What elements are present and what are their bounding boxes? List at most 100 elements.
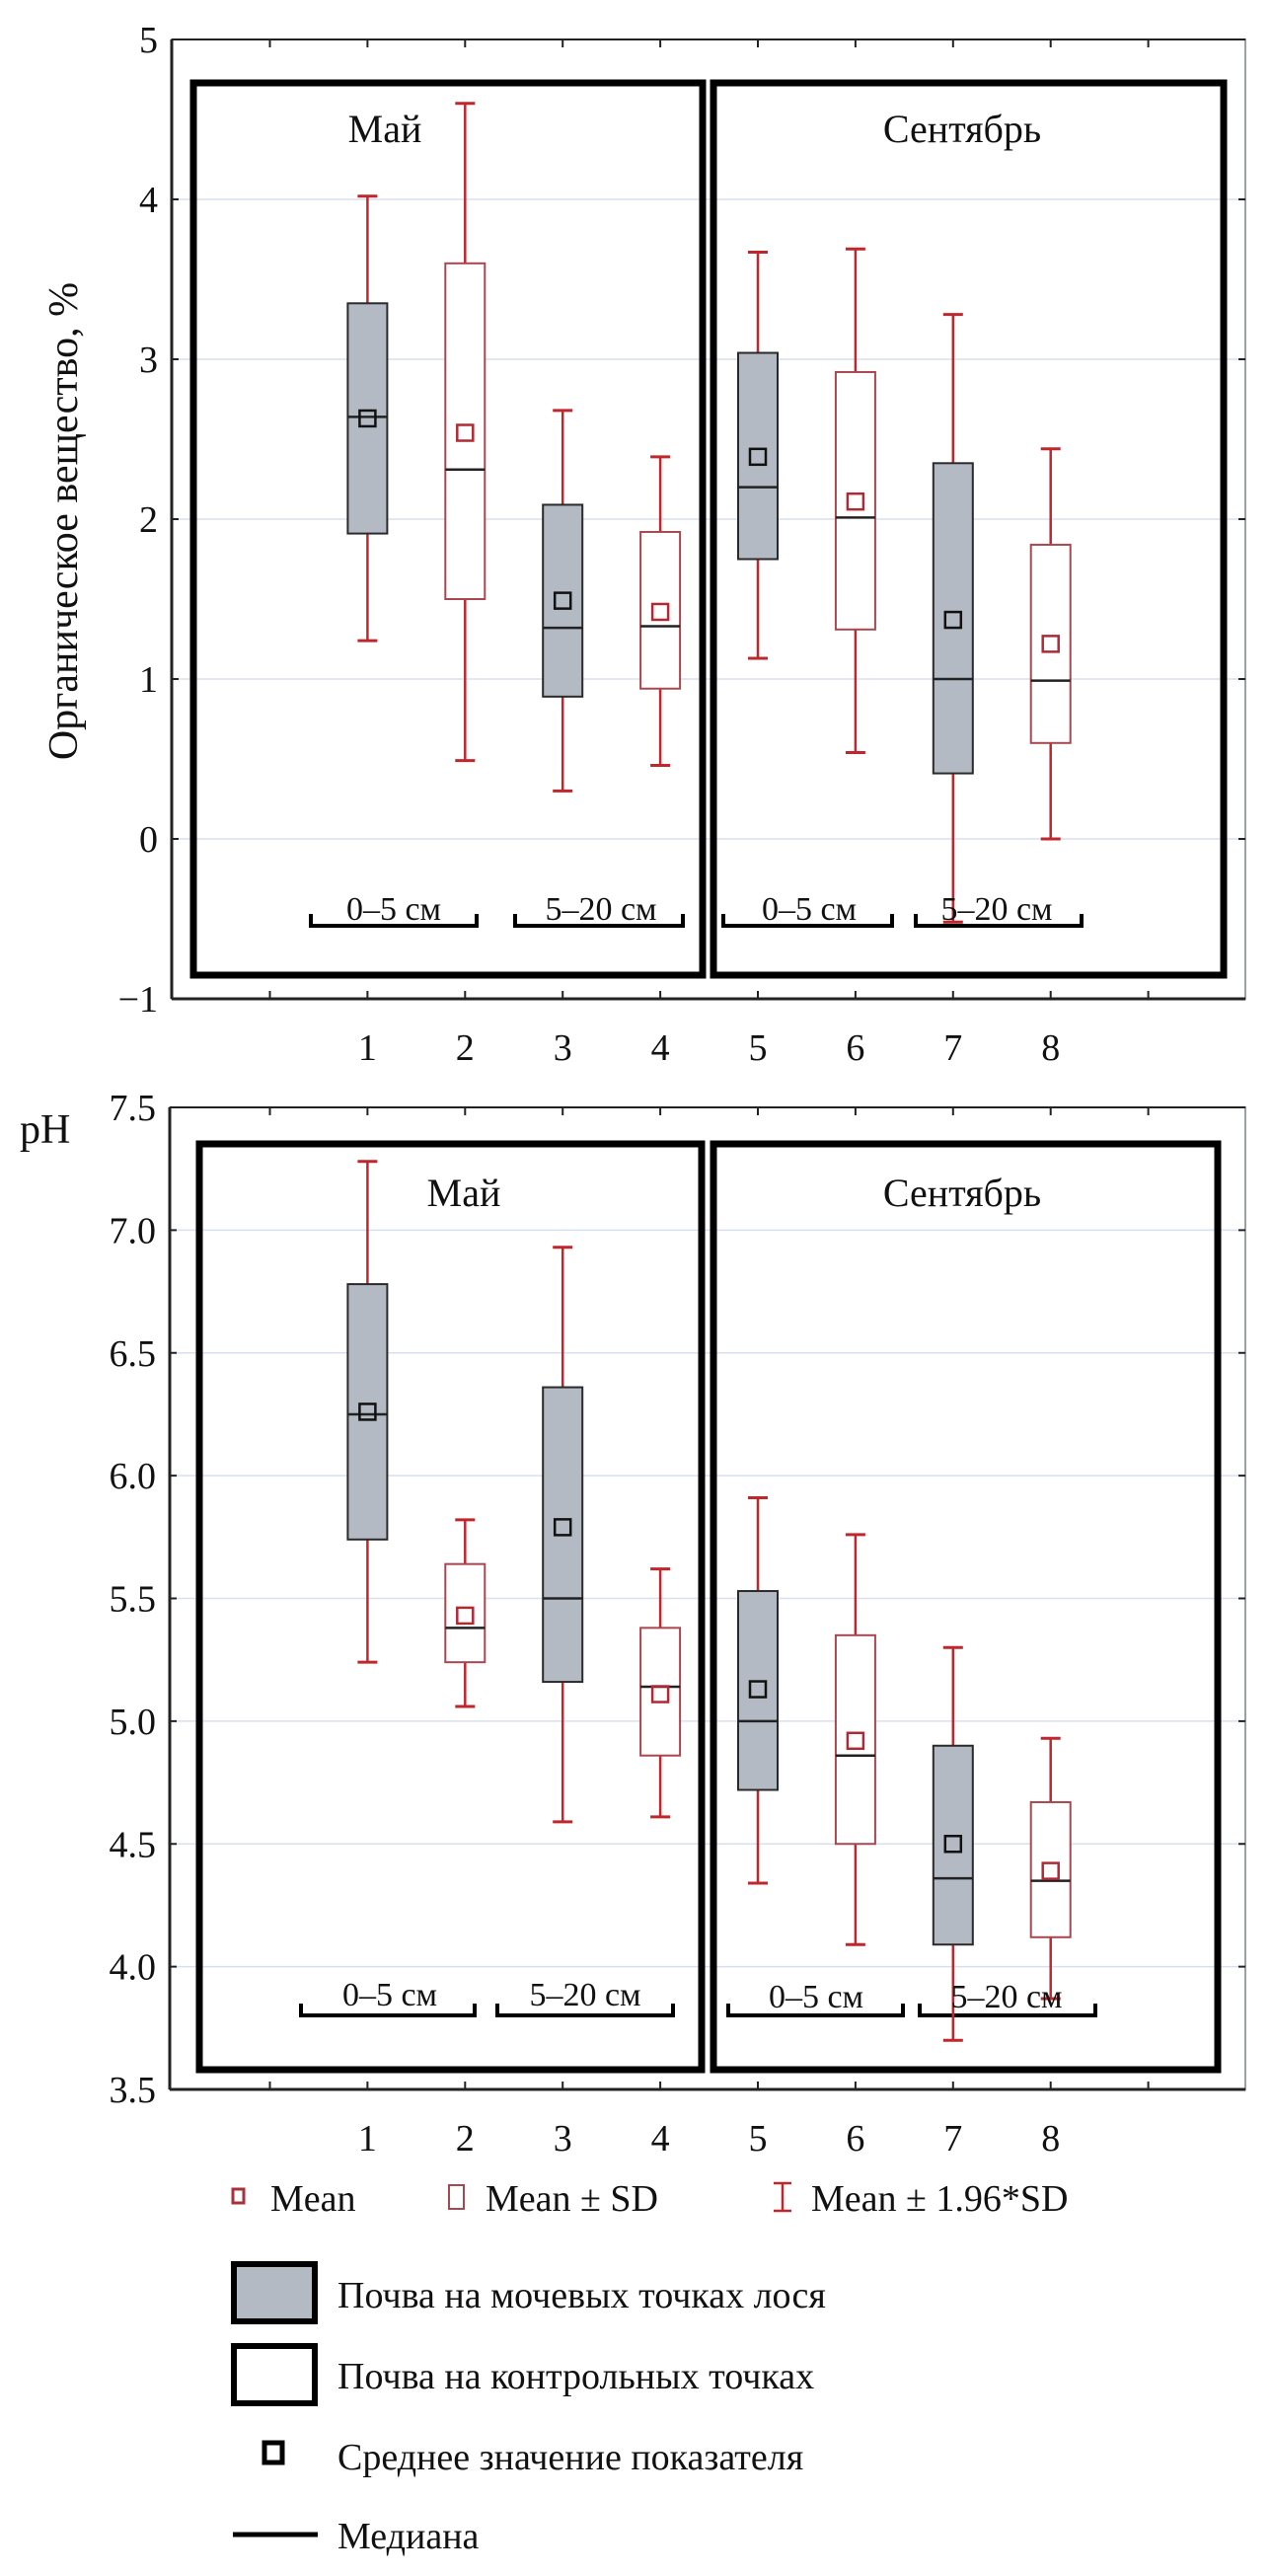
box-plot-3 — [542, 1246, 584, 1824]
y-tick-label: 1 — [139, 659, 158, 701]
filled-box-icon — [231, 2261, 318, 2324]
y-tick-label: 7.0 — [110, 1210, 157, 1251]
sd-box — [444, 262, 486, 600]
x-tick-label: 2 — [456, 2118, 475, 2159]
box-plot-1 — [346, 194, 389, 643]
depth-bracket — [513, 914, 685, 928]
group-title-september: Сентябрь — [883, 107, 1041, 151]
legend: Mean Mean ± SD Mean ± 1.96*SD Почва на м… — [231, 2178, 1068, 2557]
depth-label: 0–5 см — [346, 891, 441, 928]
mean-marker — [943, 610, 963, 630]
box-plot-5 — [737, 250, 779, 660]
group-frame-may — [189, 79, 707, 979]
depth-bracket — [914, 914, 1084, 928]
mean-marker — [748, 1680, 768, 1699]
x-tick-label: 5 — [749, 1027, 768, 1069]
x-tick-label: 3 — [554, 2118, 572, 2159]
depth-label: 5–20 см — [545, 891, 656, 928]
legend-label: Почва на мочевых точках лося — [337, 2275, 826, 2316]
legend-label: Mean ± SD — [486, 2178, 658, 2220]
mean-marker-icon — [262, 2440, 285, 2465]
box-plot-2 — [444, 1518, 486, 1708]
x-tick-label: 8 — [1041, 2118, 1060, 2159]
sd-box — [834, 370, 876, 631]
mean-marker — [553, 1518, 572, 1537]
depth-bracket — [918, 2004, 1097, 2017]
sd-box — [737, 1590, 779, 1791]
box-plot-6 — [834, 247, 876, 755]
y-tick-label: 4.0 — [110, 1947, 157, 1989]
legend-label: Mean — [270, 2178, 356, 2220]
box-plot-7 — [932, 313, 974, 924]
mean-marker — [650, 1685, 670, 1704]
legend-label: Среднее значение показателя — [337, 2437, 803, 2478]
legend-stat-sd: Mean ± SD — [448, 2178, 658, 2220]
legend-label: Mean ± 1.96*SD — [811, 2178, 1068, 2220]
x-tick-label: 4 — [651, 2118, 670, 2159]
x-tick-label: 5 — [749, 2118, 768, 2159]
depth-bracket — [721, 914, 894, 928]
sd-box-icon — [448, 2184, 465, 2210]
box-plot-1 — [346, 1160, 389, 1664]
y-tick-label: 5 — [139, 20, 158, 61]
sd-box — [834, 1633, 876, 1846]
mean-marker — [553, 591, 572, 610]
mean-marker — [456, 423, 475, 442]
depth-label: 5–20 см — [950, 1979, 1062, 2015]
mean-marker — [650, 602, 670, 622]
sd-box — [932, 462, 974, 775]
mean-square-icon — [231, 2187, 246, 2205]
y-axis-label: pH — [20, 1107, 70, 1153]
y-tick-label: 5.0 — [110, 1702, 157, 1743]
legend-item-moose: Почва на мочевых точках лося — [231, 2261, 826, 2324]
depth-label: 0–5 см — [769, 1979, 863, 2015]
mean-marker — [358, 409, 377, 428]
sd-box — [444, 1562, 486, 1664]
x-tick-label: 1 — [358, 1027, 377, 1069]
depth-label: 5–20 см — [529, 1977, 640, 2013]
ph-chart: 7.5 7.0 6.5 6.0 5.5 5.0 4.5 4.0 3.5 1 2 3 4 5 6 7 8 pH Май… — [20, 1088, 1246, 2159]
box-plot-2 — [444, 102, 486, 763]
empty-box-icon — [231, 2343, 318, 2406]
y-tick-label: 3 — [139, 340, 158, 381]
organic-matter-chart: 5 4 3 2 1 0 −1 1 2 3 4 5 6 7 8 Органическое вещество, %… — [41, 20, 1246, 1069]
legend-item-mean: Среднее значение показателя — [262, 2437, 803, 2478]
legend-stat-whisker: Mean ± 1.96*SD — [774, 2178, 1068, 2220]
box-plot-5 — [737, 1496, 779, 1885]
sd-box — [1029, 543, 1072, 744]
depth-bracket — [495, 2004, 675, 2017]
group-frame-september — [710, 79, 1228, 979]
box-plot-3 — [542, 409, 584, 793]
legend-label: Медиана — [337, 2516, 480, 2557]
x-tick-label: 7 — [943, 2118, 962, 2159]
x-tick-label: 4 — [651, 1027, 670, 1069]
box-plot-7 — [932, 1645, 974, 2042]
sd-box — [1029, 1800, 1072, 1938]
mean-marker — [748, 447, 768, 467]
x-tick-label: 1 — [358, 2118, 377, 2159]
y-tick-label: 6.0 — [110, 1456, 157, 1497]
mean-marker — [1041, 635, 1060, 653]
mean-marker — [943, 1835, 963, 1854]
sd-box — [639, 530, 682, 690]
box-plot-4 — [639, 455, 682, 767]
mean-marker — [846, 1731, 865, 1751]
box-plot-8 — [1029, 447, 1072, 841]
sd-box — [542, 1386, 584, 1684]
sd-box — [346, 1283, 389, 1541]
y-tick-label: 0 — [139, 819, 158, 861]
whisker-icon — [774, 2181, 791, 2213]
legend-item-median: Медиана — [233, 2516, 480, 2557]
mean-marker — [1041, 1861, 1060, 1880]
mean-marker — [358, 1402, 377, 1421]
depth-label: 0–5 см — [762, 891, 857, 928]
group-title-may: Май — [348, 107, 422, 151]
depth-label: 0–5 см — [342, 1977, 437, 2013]
legend-stat-mean: Mean — [231, 2178, 356, 2220]
sd-box — [639, 1627, 682, 1757]
y-tick-label: 6.5 — [110, 1333, 157, 1375]
legend-label: Почва на контрольных точках — [337, 2356, 814, 2397]
legend-item-control: Почва на контрольных точках — [231, 2343, 814, 2406]
group-title-may: Май — [427, 1171, 501, 1215]
